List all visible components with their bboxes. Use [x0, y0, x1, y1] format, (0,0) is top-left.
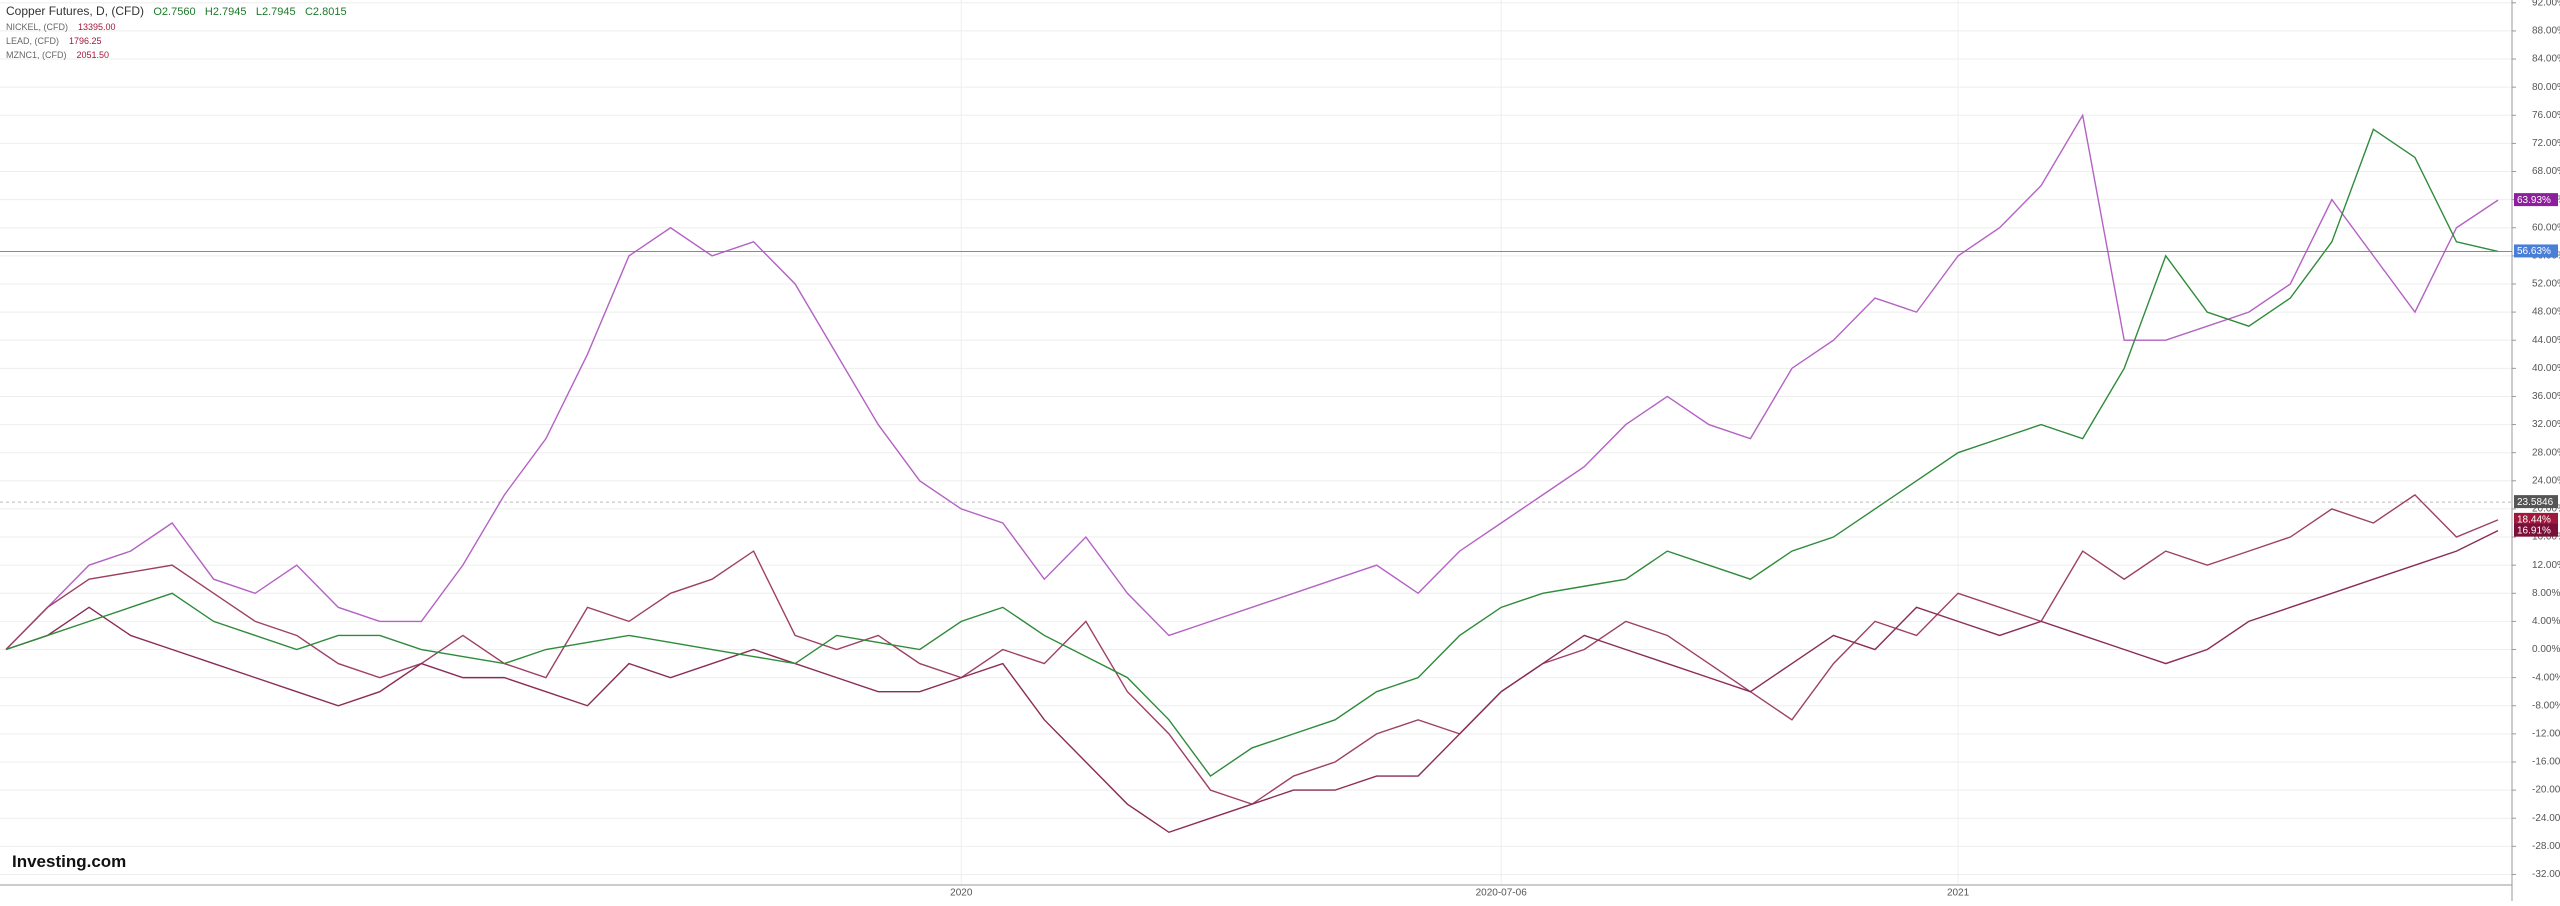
y-tick-label: 32.00%	[2532, 419, 2560, 430]
price-badge-label: 56.63%	[2517, 246, 2551, 257]
y-tick-label: 72.00%	[2532, 138, 2560, 149]
price-badge	[2514, 244, 2558, 258]
crosshair-label: 23.5846	[2517, 497, 2554, 508]
y-tick-label: 80.00%	[2532, 82, 2560, 93]
y-tick-label: 12.00%	[2532, 560, 2560, 571]
y-tick-label: 48.00%	[2532, 307, 2560, 318]
y-tick-label: 76.00%	[2532, 110, 2560, 121]
legend-row: LEAD, (CFD) 1796.25	[6, 36, 347, 46]
legend-name: LEAD, (CFD)	[6, 36, 60, 46]
price-badge	[2514, 193, 2558, 207]
ohlc: C2.8015	[304, 6, 347, 18]
legend-value: 1796.25	[69, 36, 102, 46]
legend-row: NICKEL, (CFD) 13395.00	[6, 22, 347, 32]
series-line	[5, 128, 2499, 778]
ohlc: O2.7560	[153, 6, 196, 18]
title: Copper Futures, D, (CFD)	[6, 4, 145, 18]
logo: Investing.com	[12, 852, 127, 871]
series-line	[5, 530, 2499, 834]
price-badge	[2514, 512, 2558, 526]
ohlc: H2.7945	[204, 6, 247, 18]
legend-name: MZNC1, (CFD)	[6, 50, 67, 60]
price-badge	[2514, 523, 2558, 537]
y-tick-label: -32.00%	[2532, 869, 2560, 880]
ohlc: L2.7945	[255, 6, 296, 18]
legend-value: 13395.00	[78, 22, 116, 32]
y-tick-label: 8.00%	[2532, 588, 2560, 599]
series-line	[5, 113, 2499, 651]
crosshair-badge	[2514, 495, 2558, 509]
price-badge-label: 63.93%	[2517, 195, 2551, 206]
x-tick-label: 2021	[1947, 888, 1970, 899]
y-tick-label: 36.00%	[2532, 391, 2560, 402]
price-badge-label: 16.91%	[2517, 525, 2551, 536]
y-tick-label: 28.00%	[2532, 447, 2560, 458]
y-tick-label: 92.00%	[2532, 0, 2560, 8]
header: Copper Futures, D, (CFD) O2.7560 H2.7945…	[6, 4, 347, 60]
y-tick-label: 84.00%	[2532, 54, 2560, 65]
y-tick-label: -28.00%	[2532, 841, 2560, 852]
y-tick-label: 40.00%	[2532, 363, 2560, 374]
legend-value: 2051.50	[76, 50, 110, 60]
x-tick-label: 2020	[950, 888, 973, 899]
y-tick-label: -4.00%	[2532, 672, 2560, 683]
x-tick-label: 2020-07-06	[1476, 888, 1528, 899]
y-tick-label: 24.00%	[2532, 475, 2560, 486]
y-tick-label: -20.00%	[2532, 785, 2560, 796]
y-tick-label: 44.00%	[2532, 335, 2560, 346]
y-tick-label: 20.00%	[2532, 504, 2560, 515]
y-tick-label: 52.00%	[2532, 279, 2560, 290]
legend-name: NICKEL, (CFD)	[6, 22, 69, 32]
y-tick-label: 0.00%	[2532, 644, 2560, 655]
y-tick-label: 4.00%	[2532, 616, 2560, 627]
price-badge-label: 18.44%	[2517, 515, 2551, 526]
y-tick-label: 88.00%	[2532, 26, 2560, 37]
y-tick-label: -12.00%	[2532, 729, 2560, 740]
legend-row: MZNC1, (CFD) 2051.50	[6, 50, 347, 60]
y-tick-label: 60.00%	[2532, 222, 2560, 233]
y-tick-label: -16.00%	[2532, 757, 2560, 768]
y-tick-label: 16.00%	[2532, 532, 2560, 543]
y-tick-label: -8.00%	[2532, 700, 2560, 711]
y-tick-label: 68.00%	[2532, 166, 2560, 177]
y-tick-label: -24.00%	[2532, 813, 2560, 824]
